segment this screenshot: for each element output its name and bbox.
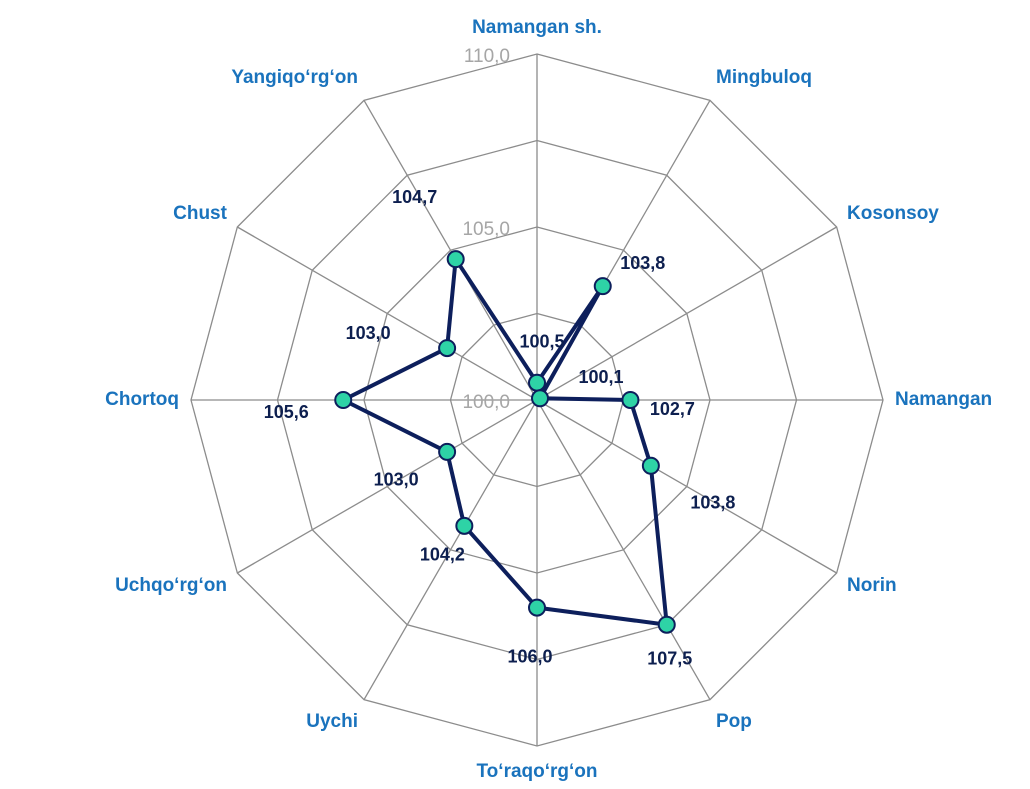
- spoke: [363, 100, 538, 401]
- category-label: Pop: [716, 711, 752, 732]
- marker: [657, 615, 676, 634]
- spoke: [363, 399, 538, 700]
- marker: [528, 373, 546, 392]
- category-label: Uchqo‘rg‘on: [115, 575, 227, 596]
- category-label: Chust: [173, 203, 228, 224]
- spoke: [536, 399, 837, 574]
- marker: [438, 339, 457, 358]
- marker: [641, 456, 660, 475]
- value-label: 102,7: [650, 399, 695, 419]
- value-label: 103,8: [690, 492, 735, 512]
- value-label: 100,5: [519, 331, 564, 351]
- category-label: Namangan: [895, 389, 992, 410]
- marker: [530, 389, 549, 408]
- category-label: Kosonsoy: [847, 203, 939, 224]
- marker: [621, 391, 640, 409]
- category-label: Chortoq: [105, 389, 179, 410]
- spoke: [237, 399, 538, 574]
- series-line: [341, 257, 669, 627]
- category-label: Yangiqo‘rg‘on: [231, 67, 358, 88]
- value-label: 106,0: [507, 646, 552, 666]
- marker: [438, 442, 457, 461]
- value-label: 100,1: [578, 367, 623, 387]
- marker: [446, 250, 465, 269]
- marker: [455, 516, 474, 535]
- marker: [593, 277, 612, 296]
- tick-label: 105,0: [462, 219, 510, 240]
- value-label: 103,8: [620, 253, 665, 273]
- value-label: 103,0: [374, 470, 419, 490]
- category-label: Mingbuloq: [716, 67, 812, 88]
- category-label: Namangan sh.: [472, 17, 602, 38]
- spoke: [536, 226, 837, 401]
- category-label: Norin: [847, 575, 897, 596]
- tick-label: 100,0: [462, 392, 510, 413]
- category-label: Uychi: [306, 711, 358, 732]
- category-label: To‘raqo‘rg‘on: [476, 761, 597, 782]
- spoke: [237, 226, 538, 401]
- tick-label: 110,0: [464, 46, 510, 67]
- value-label: 107,5: [647, 648, 692, 668]
- marker: [528, 598, 546, 617]
- marker: [334, 391, 353, 409]
- value-label: 104,7: [392, 187, 437, 207]
- value-label: 103,0: [346, 323, 391, 343]
- value-label: 105,6: [264, 402, 309, 422]
- spoke: [536, 399, 711, 700]
- value-label: 104,2: [420, 545, 465, 565]
